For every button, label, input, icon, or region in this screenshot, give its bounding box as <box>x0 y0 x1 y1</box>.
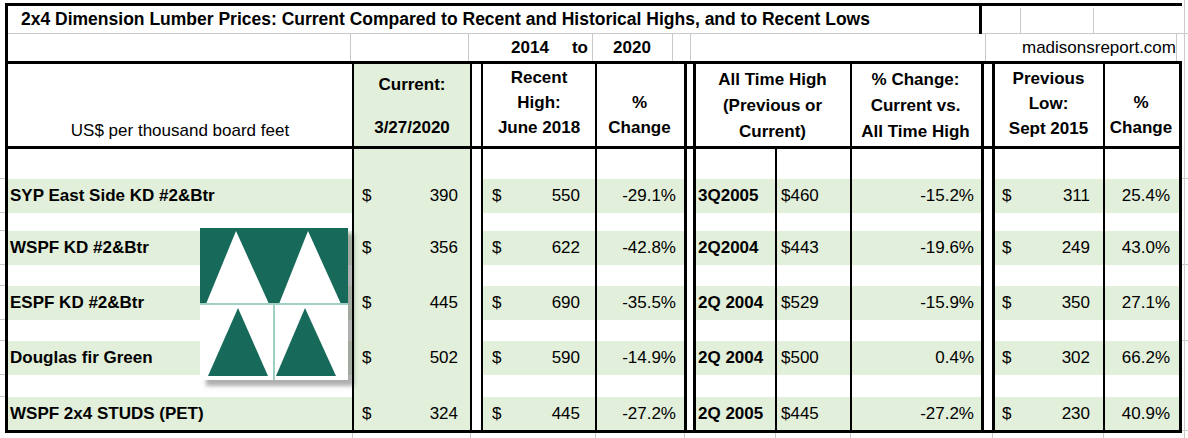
previous-low-pct-change: 25.4% <box>1078 179 1170 213</box>
recent-high-pct-change: -14.9% <box>558 341 676 375</box>
header-pct-change: % Change <box>595 64 684 144</box>
website-link[interactable]: madisonsreport.com <box>990 34 1176 61</box>
period-connector: to <box>540 34 588 61</box>
all-time-high-price: $443 <box>781 231 819 265</box>
ath-pct-change: -27.2% <box>840 397 974 431</box>
current-price: 445 <box>370 286 458 320</box>
header-ath-line3: Current) <box>739 119 806 145</box>
header-previous-low: Previous Low: Sept 2015 <box>994 64 1103 144</box>
header-ath-pct-line3: All Time High <box>861 119 969 145</box>
previous-low-pct-change: 66.2% <box>1078 341 1170 375</box>
all-time-high-quarter: 2Q 2004 <box>698 341 763 375</box>
all-time-high-price: $529 <box>781 286 819 320</box>
header-ath-line2: (Previous or <box>723 93 822 119</box>
product-name: SYP East Side KD #2&Btr <box>10 179 215 213</box>
recent-high-pct-change: -29.1% <box>558 179 676 213</box>
header-pct-change-2: % Change <box>1103 64 1179 144</box>
header-current-line2: 3/27/2020 <box>374 115 450 140</box>
header-all-time-high: All Time High (Previous or Current) <box>695 64 850 144</box>
all-time-high-quarter: 2Q 2005 <box>698 397 763 431</box>
recent-high-pct-change: -35.5% <box>558 286 676 320</box>
all-time-high-price: $460 <box>781 179 819 213</box>
period-end: 2020 <box>592 34 672 61</box>
header-ath-line1: All Time High <box>718 67 826 93</box>
product-name: ESPF KD #2&Btr <box>10 286 144 320</box>
header-pct-line1: % <box>632 90 647 115</box>
all-time-high-quarter: 2Q 2004 <box>698 286 763 320</box>
current-price: 390 <box>370 179 458 213</box>
current-price: 324 <box>370 397 458 431</box>
header-prev-low-line1: Previous <box>1013 66 1085 91</box>
table-row: SYP East Side KD #2&Btr $ 390 $ 550 -29.… <box>0 179 1188 213</box>
header-recent-high-line1: Recent <box>511 65 568 90</box>
current-price: 356 <box>370 231 458 265</box>
ath-pct-change: -15.9% <box>840 286 974 320</box>
previous-low-pct-change: 27.1% <box>1078 286 1170 320</box>
table-row: Douglas fir Green $ 502 $ 590 -14.9% 2Q … <box>0 341 1188 375</box>
table-row: WSPF 2x4 STUDS (PET) $ 324 $ 445 -27.2% … <box>0 397 1188 431</box>
all-time-high-price: $445 <box>781 397 819 431</box>
unit-label-text: US$ per thousand board feet <box>71 118 289 143</box>
current-price: 502 <box>370 341 458 375</box>
recent-high-pct-change: -27.2% <box>558 397 676 431</box>
header-recent-high: Recent High: June 2018 <box>483 64 595 144</box>
header-recent-high-line3: June 2018 <box>498 115 580 140</box>
title-cell: 2x4 Dimension Lumber Prices: Current Com… <box>8 6 979 33</box>
product-name: WSPF KD #2&Btr <box>10 231 149 265</box>
header-current-line1: Current: <box>378 72 445 97</box>
recent-high-pct-change: -42.8% <box>558 231 676 265</box>
header-ath-pct-line1: % Change: <box>872 67 960 93</box>
table-row: WSPF KD #2&Btr $ 356 $ 622 -42.8% 2Q2004… <box>0 231 1188 265</box>
all-time-high-quarter: 3Q2005 <box>698 179 759 213</box>
header-recent-high-line2: High: <box>517 90 560 115</box>
header-prev-low-line2: Low: <box>1029 91 1069 116</box>
product-name: WSPF 2x4 STUDS (PET) <box>10 397 204 431</box>
header-current: Current: 3/27/2020 <box>354 64 470 144</box>
ath-pct-change: -15.2% <box>840 179 974 213</box>
product-name: Douglas fir Green <box>10 341 153 375</box>
previous-low-pct-change: 40.9% <box>1078 397 1170 431</box>
unit-label: US$ per thousand board feet <box>8 61 352 146</box>
all-time-high-quarter: 2Q2004 <box>698 231 759 265</box>
header-pct2-line2: Change <box>1110 115 1172 140</box>
all-time-high-price: $500 <box>781 341 819 375</box>
ath-pct-change: -19.6% <box>840 231 974 265</box>
lumber-price-sheet: 2x4 Dimension Lumber Prices: Current Com… <box>0 0 1188 438</box>
madisons-logo-graphic <box>200 228 348 380</box>
header-ath-pct-line2: Current vs. <box>871 93 961 119</box>
ath-pct-change: 0.4% <box>840 341 974 375</box>
page-title: 2x4 Dimension Lumber Prices: Current Com… <box>21 9 870 30</box>
header-ath-pct-change: % Change: Current vs. All Time High <box>850 64 981 144</box>
previous-low-pct-change: 43.0% <box>1078 231 1170 265</box>
header-pct2-line1: % <box>1133 90 1148 115</box>
madisons-report-logo <box>200 228 348 380</box>
header-pct-line2: Change <box>608 115 670 140</box>
header-prev-low-line3: Sept 2015 <box>1009 116 1088 141</box>
table-row: ESPF KD #2&Btr $ 445 $ 690 -35.5% 2Q 200… <box>0 286 1188 320</box>
